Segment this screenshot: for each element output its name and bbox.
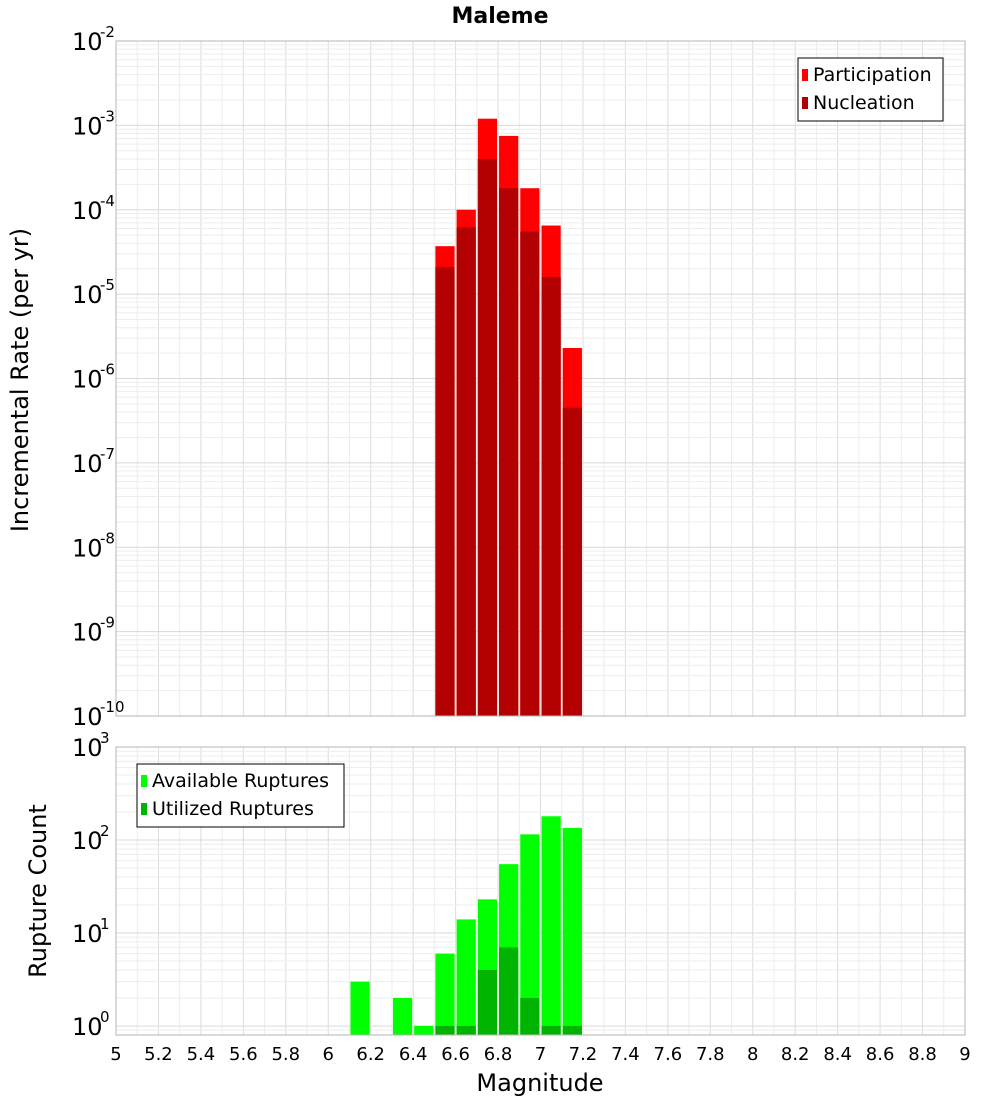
x-tick-label: 5 <box>110 1044 121 1065</box>
p1-y-tick-label: 10 <box>72 1013 103 1041</box>
p0-grid <box>115 41 966 717</box>
p1-legend-swatch <box>141 803 147 815</box>
p1-bar-available-ruptures <box>350 981 370 1035</box>
p0-bar-nucleation <box>520 231 540 716</box>
p1-bar-utilized-ruptures <box>562 1025 582 1035</box>
x-tick-label: 6.2 <box>356 1044 385 1065</box>
x-axis-label: Magnitude <box>476 1069 603 1097</box>
x-tick-label: 5.2 <box>144 1044 173 1065</box>
p1-y-tick-exponent: 3 <box>100 729 110 747</box>
p0-bar-nucleation <box>456 227 476 716</box>
p0-frame <box>115 40 966 717</box>
x-tick-label: 7.6 <box>654 1044 683 1065</box>
p0-y-tick-exponent: -7 <box>100 445 115 463</box>
p1-y-tick-exponent: 1 <box>100 915 110 933</box>
p0-y-tick-exponent: -2 <box>100 23 115 41</box>
p0-y-tick-exponent: -9 <box>100 614 115 632</box>
x-tick-label: 8.6 <box>866 1044 895 1065</box>
p1-y-tick-label: 10 <box>72 827 103 855</box>
p1-bar-utilized-ruptures <box>477 969 498 1035</box>
p0-y-tick-label: 10 <box>72 366 103 394</box>
p0-y-tick-label: 10 <box>72 281 103 309</box>
x-tick-label: 6.8 <box>484 1044 513 1065</box>
p0-legend-box <box>797 57 944 122</box>
p1-bar-available-ruptures <box>414 1025 434 1035</box>
x-tick-label: 5.6 <box>229 1044 258 1065</box>
p1-y-axis-label: Rupture Count <box>24 804 52 978</box>
p0-legend-label: Participation <box>813 64 932 86</box>
x-tick-label: 8 <box>747 1044 758 1065</box>
p0-y-tick-exponent: -8 <box>100 529 115 547</box>
p0-y-tick-label: 10 <box>72 703 103 731</box>
p1-bar-utilized-ruptures <box>541 1025 561 1035</box>
x-tick-label: 7.8 <box>696 1044 725 1065</box>
p1-bar-available-ruptures <box>541 816 561 1035</box>
p1-legend-label: Available Ruptures <box>152 770 329 792</box>
p0-y-tick-exponent: -10 <box>100 698 125 716</box>
p0-y-tick-exponent: -5 <box>100 276 115 294</box>
x-tick-label: 6 <box>323 1044 334 1065</box>
p0-bar-nucleation <box>435 266 455 716</box>
p0-bar-nucleation <box>562 407 582 716</box>
p1-bar-utilized-ruptures <box>456 1025 476 1035</box>
p0-bar-nucleation <box>499 188 519 717</box>
p0-y-tick-label: 10 <box>72 450 103 478</box>
p1-y-tick-exponent: 2 <box>100 822 110 840</box>
x-tick-label: 6.6 <box>441 1044 470 1065</box>
p1-y-tick-label: 10 <box>72 920 103 948</box>
p1-bar-available-ruptures <box>520 834 540 1035</box>
p1-bar-utilized-ruptures <box>520 997 540 1035</box>
p1-legend-label: Utilized Ruptures <box>152 798 314 820</box>
x-tick-label: 6.4 <box>399 1044 428 1065</box>
p0-y-axis-label: Incremental Rate (per yr) <box>6 228 34 532</box>
p0-y-tick-exponent: -6 <box>100 361 115 379</box>
p1-bar-available-ruptures <box>562 827 582 1035</box>
p0-y-tick-label: 10 <box>72 534 103 562</box>
p0-y-tick-label: 10 <box>72 28 103 56</box>
x-tick-label: 8.2 <box>781 1044 810 1065</box>
p0-legend-label: Nucleation <box>813 92 915 114</box>
p1-series-1 <box>435 947 582 1035</box>
p1-legend: Available Ruptures Utilized Ruptures <box>136 763 345 828</box>
x-tick-label: 7 <box>535 1044 546 1065</box>
p1-y-tick-label: 10 <box>72 734 103 762</box>
p0-y-tick-exponent: -3 <box>100 107 115 125</box>
p0-legend-swatch <box>802 69 808 81</box>
p1-frame <box>115 746 966 1036</box>
x-tick-label: 5.8 <box>271 1044 300 1065</box>
p1-bar-available-ruptures <box>456 919 476 1035</box>
chart-title: Maleme <box>451 4 548 29</box>
p0-bar-nucleation <box>541 276 561 716</box>
p0-legend: Participation Nucleation <box>797 57 944 122</box>
p0-series-1 <box>435 158 582 717</box>
p1-y-tick-exponent: 0 <box>100 1008 110 1026</box>
p1-bar-available-ruptures <box>435 953 455 1035</box>
x-tick-label: 8.4 <box>823 1044 852 1065</box>
x-tick-label: 9 <box>959 1044 970 1065</box>
p0-bar-nucleation <box>477 158 498 717</box>
x-tick-label: 7.4 <box>611 1044 640 1065</box>
p1-bar-available-ruptures <box>392 997 413 1035</box>
p1-legend-swatch <box>141 775 147 787</box>
x-tick-label: 7.2 <box>569 1044 598 1065</box>
p0-y-tick-label: 10 <box>72 619 103 647</box>
p0-y-tick-label: 10 <box>72 197 103 225</box>
p0-y-tick-exponent: -4 <box>100 192 115 210</box>
p1-legend-box <box>136 763 345 828</box>
p0-legend-swatch <box>802 97 808 109</box>
x-tick-label: 5.4 <box>187 1044 216 1065</box>
p1-bar-utilized-ruptures <box>499 947 519 1035</box>
p1-bar-utilized-ruptures <box>435 1025 455 1035</box>
p0-y-tick-label: 10 <box>72 112 103 140</box>
x-tick-label: 8.8 <box>908 1044 937 1065</box>
